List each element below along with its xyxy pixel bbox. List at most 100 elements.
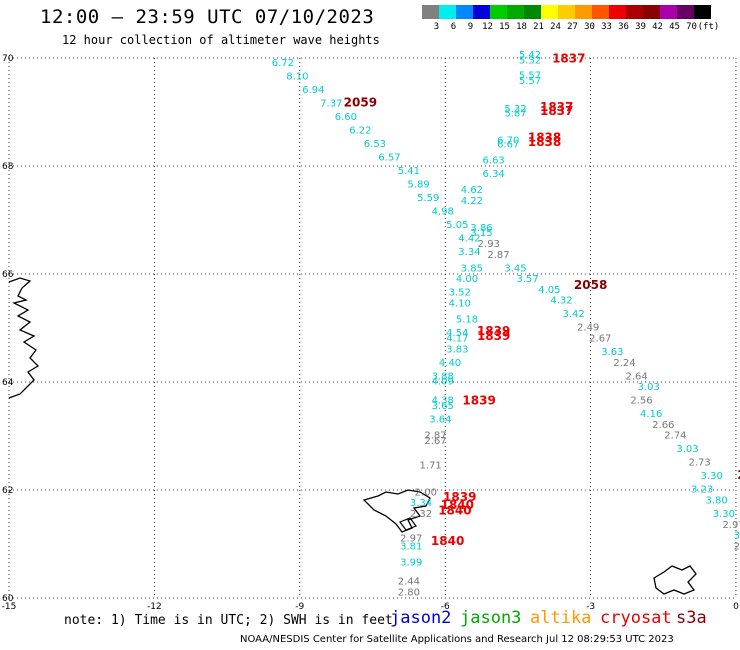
pass-time-label: 1839 <box>462 394 495 408</box>
wave-height-value: 6.22 <box>349 126 371 137</box>
legend-swatch <box>558 5 575 19</box>
wave-height-value: 5.32 <box>519 55 541 66</box>
legend-swatch <box>456 5 473 19</box>
longitude-tick-label: -6 <box>441 602 450 612</box>
legend-swatch <box>524 5 541 19</box>
legend-swatch <box>660 5 677 19</box>
satellite-cryosat-label: cryosat <box>600 608 672 628</box>
legend-label: 33 <box>601 22 612 32</box>
wave-height-value: 6.72 <box>272 58 294 69</box>
wave-height-value: 3.30 <box>713 509 735 520</box>
wave-height-value: 4.17 <box>446 334 468 345</box>
wave-height-value: 5.89 <box>407 180 429 191</box>
wave-height-value: 3.42 <box>563 309 585 320</box>
wave-height-value: 5.18 <box>456 315 478 326</box>
wave-height-value: 2.73 <box>689 458 711 469</box>
latitude-tick-label: 60 <box>2 594 14 604</box>
wave-height-value: 3.85 <box>461 263 483 274</box>
legend-label: 27 <box>567 22 578 32</box>
shetland-coastline <box>653 565 697 595</box>
legend-label: 18 <box>516 22 527 32</box>
pass-time-label: 1840 <box>441 498 474 512</box>
legend-label: 45 <box>669 22 680 32</box>
wave-height-value: 2.87 <box>424 431 446 442</box>
latitude-tick-label: 70 <box>2 54 14 64</box>
wave-height-value: 2.00 <box>415 487 437 498</box>
wave-height-value: 5.32 <box>504 104 526 115</box>
wave-height-value: 2.49 <box>577 323 599 334</box>
legend-label: 24 <box>550 22 561 32</box>
wave-height-value: 4.62 <box>461 185 483 196</box>
legend-swatch <box>643 5 660 19</box>
wave-height-value: 4.32 <box>550 296 572 307</box>
pass-time-label: 1839 <box>477 329 510 343</box>
map-subtitle: 12 hour collection of altimeter wave hei… <box>62 33 380 47</box>
wave-height-value: 3.81 <box>400 541 422 552</box>
wave-height-value: 2.64 <box>626 371 648 382</box>
wave-height-value: 1.71 <box>420 460 442 471</box>
wave-height-value: 6.63 <box>483 155 505 166</box>
wave-height-value: 2. <box>734 541 740 552</box>
wave-height-value: 6.34 <box>483 169 505 180</box>
wave-height-value: 3.86 <box>470 223 492 234</box>
wave-height-value: 3.65 <box>432 401 454 412</box>
wave-height-value: 5.41 <box>398 166 420 177</box>
legend-swatch <box>694 5 711 19</box>
wave-height-value: 2.67 <box>424 436 446 447</box>
wave-height-value: 3.34 <box>458 247 480 258</box>
wave-height-value: 2.87 <box>487 250 509 261</box>
wave-height-value: 3.15 <box>470 228 492 239</box>
wave-height-value: 5.57 <box>519 76 541 87</box>
wave-height-value: 3.80 <box>705 496 727 507</box>
wave-height-value: 5.57 <box>519 71 541 82</box>
faroe-islet-coastline <box>399 517 417 531</box>
pass-time-label: 1838 <box>528 135 561 149</box>
wave-height-value: 3. <box>734 531 740 542</box>
wave-height-value: 3.03 <box>638 382 660 393</box>
wave-height-value: 3.63 <box>601 347 623 358</box>
legend-swatch <box>592 5 609 19</box>
wave-height-value: 3.30 <box>701 471 723 482</box>
wave-height-value: 8.10 <box>286 72 308 83</box>
latitude-tick-label: 66 <box>2 270 14 280</box>
legend-label: 70 <box>686 22 697 32</box>
legend-label: 12 <box>482 22 493 32</box>
legend-label: 42 <box>652 22 663 32</box>
wave-height-value: 3.64 <box>429 415 451 426</box>
wave-height-value: 3.52 <box>449 288 471 299</box>
wave-height-value: 3.03 <box>676 444 698 455</box>
footer-note: note: 1) Time is in UTC; 2) SWH is in fe… <box>64 613 393 628</box>
wave-height-value: 6.57 <box>378 153 400 164</box>
latitude-tick-label: 62 <box>2 486 13 496</box>
iceland-coastline <box>8 277 40 399</box>
pass-time-label: 1840 <box>431 534 464 548</box>
legend-label: 21 <box>533 22 544 32</box>
wave-height-value: 2.67 <box>589 334 611 345</box>
satellite-jason2-label: jason2 <box>390 608 452 628</box>
satellite-jason3-label: jason3 <box>460 608 522 628</box>
wave-height-value: 4.98 <box>432 207 454 218</box>
pass-time-label: 1839 <box>443 490 476 504</box>
legend-label: 15 <box>499 22 510 32</box>
map-title: 12:00 – 23:59 UTC 07/10/2023 <box>40 6 375 28</box>
wave-height-value: 2.97 <box>722 520 740 531</box>
pass-time-label: 2058 <box>574 278 607 292</box>
wave-height-value: 3.57 <box>516 274 538 285</box>
legend-label: 30 <box>584 22 595 32</box>
legend-swatch <box>677 5 694 19</box>
wave-height-value: 5.87 <box>504 108 526 119</box>
legend-label: 6 <box>450 22 457 32</box>
longitude-tick-label: -15 <box>2 602 17 612</box>
wave-height-value: 4.54 <box>446 328 468 339</box>
satellite-s3a-label: s3a <box>676 608 707 628</box>
satellite-altika-label: altika <box>530 608 592 628</box>
pass-time-label: 1837 <box>540 100 573 114</box>
legend-swatch <box>439 5 456 19</box>
wave-height-value: 4.42 <box>458 234 480 245</box>
wave-height-value: 4.40 <box>439 358 461 369</box>
pass-time-label: 20 <box>737 468 740 482</box>
wave-height-value: 2.97 <box>400 533 422 544</box>
wave-height-value: 3.99 <box>400 558 422 569</box>
legend-label: 3 <box>433 22 440 32</box>
